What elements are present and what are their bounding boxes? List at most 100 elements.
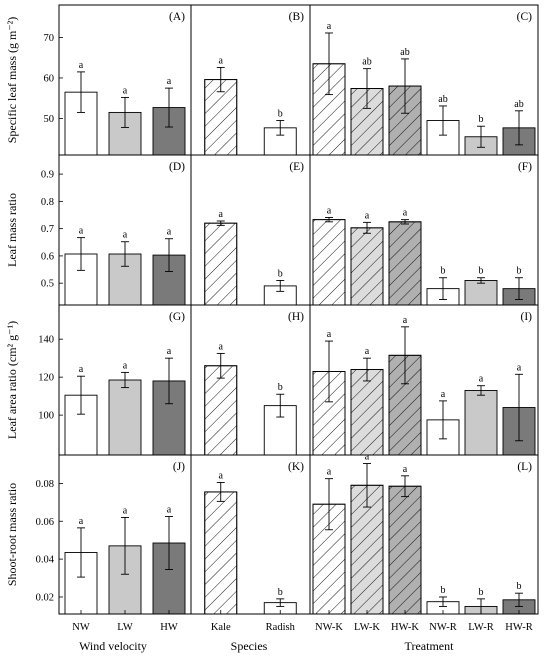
sig-letter-k-0: a xyxy=(219,470,224,481)
sig-letter-i-0: a xyxy=(327,329,332,340)
sig-letter-e-0: a xyxy=(219,209,224,220)
sig-letter-d-2: a xyxy=(167,227,172,238)
panel-label-a: (A) xyxy=(169,11,185,23)
ylabel-j: Shoot-root mass ratio xyxy=(5,483,19,586)
panel-label-d: (D) xyxy=(169,161,185,173)
sig-letter-a-0: a xyxy=(79,60,84,71)
sig-letter-j-2: a xyxy=(167,505,172,516)
sig-letter-l-3: b xyxy=(441,585,446,596)
xaxis-label-species: Species xyxy=(231,639,268,653)
ylabel-g: Leaf area ratio (cm² g⁻¹) xyxy=(5,321,19,439)
sig-letter-d-1: a xyxy=(123,230,128,241)
sig-letter-c-1: ab xyxy=(362,57,371,68)
sig-letter-e-1: b xyxy=(278,268,283,279)
ytick-label-d-0: 0.5 xyxy=(41,279,54,290)
sig-letter-i-2: a xyxy=(403,315,408,326)
xtick-label-l-4: LW-R xyxy=(468,622,493,633)
sig-letter-h-0: a xyxy=(219,341,224,352)
sig-letter-g-0: a xyxy=(79,364,84,375)
ytick-label-j-3: 0.08 xyxy=(36,479,54,490)
panel-label-f: (F) xyxy=(518,161,532,173)
xtick-label-k-1: Radish xyxy=(266,622,296,633)
ytick-label-g-2: 140 xyxy=(38,335,54,346)
panel-frame-l xyxy=(309,454,539,615)
panel-label-e: (E) xyxy=(289,161,304,173)
panel-label-h: (H) xyxy=(288,311,304,323)
sig-letter-f-0: a xyxy=(327,205,332,216)
sig-letter-l-4: b xyxy=(479,587,484,598)
sig-letter-a-2: a xyxy=(167,76,172,87)
bar-hatch-k-0 xyxy=(204,491,238,615)
sig-letter-b-0: a xyxy=(219,55,224,66)
sig-letter-h-1: b xyxy=(278,382,283,393)
bar-hatch-l-2 xyxy=(388,485,422,615)
panel-label-c: (C) xyxy=(517,11,533,23)
ylabel-d: Leaf mass ratio xyxy=(5,193,19,267)
ytick-label-d-1: 0.6 xyxy=(41,251,54,262)
xtick-label-l-0: NW-K xyxy=(315,622,343,633)
sig-letter-i-5: a xyxy=(517,362,522,373)
bar-hatch-f-0 xyxy=(312,219,346,306)
sig-letter-g-2: a xyxy=(167,346,172,357)
ytick-label-j-0: 0.02 xyxy=(36,592,54,603)
sig-letter-f-1: a xyxy=(365,210,370,221)
ytick-label-d-2: 0.7 xyxy=(41,224,54,235)
sig-letter-c-4: b xyxy=(479,114,484,125)
xaxis-label-wind: Wind velocity xyxy=(79,639,147,653)
panel-label-j: (J) xyxy=(173,461,185,473)
ytick-label-j-1: 0.04 xyxy=(36,555,55,566)
xtick-label-l-3: NW-R xyxy=(429,622,456,633)
sig-letter-f-2: a xyxy=(403,208,408,219)
bar-hatch-f-1 xyxy=(350,227,384,306)
xtick-label-k-0: Kale xyxy=(211,622,231,633)
xtick-label-j-0: NW xyxy=(72,622,90,633)
xtick-label-l-1: LW-K xyxy=(354,622,380,633)
panel-label-k: (K) xyxy=(288,461,304,473)
bar-f-4 xyxy=(464,280,498,306)
sig-letter-l-5: b xyxy=(517,581,522,592)
xtick-label-l-2: HW-K xyxy=(391,622,419,633)
bars-layer xyxy=(64,32,536,615)
bar-hatch-h-0 xyxy=(204,365,238,456)
sig-letter-a-1: a xyxy=(123,85,128,96)
bar-hatch-e-0 xyxy=(204,222,238,306)
panel-label-g: (G) xyxy=(169,311,185,323)
sig-letter-l-0: a xyxy=(327,467,332,478)
sig-letter-c-2: ab xyxy=(400,47,409,58)
sig-letter-i-1: a xyxy=(365,346,370,357)
ytick-label-g-0: 100 xyxy=(38,411,54,422)
sig-letter-g-1: a xyxy=(123,360,128,371)
sig-letter-l-1: a xyxy=(365,452,370,463)
xtick-label-j-2: HW xyxy=(160,622,178,633)
sig-letter-f-4: b xyxy=(479,266,484,277)
ytick-label-a-2: 70 xyxy=(44,33,55,44)
panel-label-b: (B) xyxy=(289,11,305,23)
bar-g-1 xyxy=(108,379,142,456)
bar-hatch-i-1 xyxy=(350,369,384,456)
xtick-label-l-5: HW-R xyxy=(505,622,532,633)
ytick-label-g-1: 120 xyxy=(38,373,54,384)
sig-letter-b-1: b xyxy=(278,109,283,120)
ytick-label-j-2: 0.06 xyxy=(36,517,54,528)
bar-i-4 xyxy=(464,389,498,456)
ylabel-a: Specific leaf mass (g m⁻²) xyxy=(5,17,19,144)
ytick-label-a-0: 50 xyxy=(44,114,55,125)
xaxis-label-treatment: Treatment xyxy=(405,639,455,653)
sig-letter-c-3: ab xyxy=(438,94,447,105)
sig-letter-c-5: ab xyxy=(514,99,523,110)
sig-letter-f-5: b xyxy=(517,266,522,277)
sig-letter-c-0: a xyxy=(327,21,332,32)
sig-letter-f-3: b xyxy=(441,266,446,277)
ytick-label-d-4: 0.9 xyxy=(41,170,54,181)
xtick-label-j-1: LW xyxy=(117,622,133,633)
sig-letter-k-1: b xyxy=(278,587,283,598)
ytick-label-d-3: 0.8 xyxy=(41,197,54,208)
sig-letter-j-0: a xyxy=(79,516,84,527)
sig-letter-j-1: a xyxy=(123,505,128,516)
ytick-label-a-1: 60 xyxy=(44,73,55,84)
panel-label-l: (L) xyxy=(517,461,532,473)
sig-letter-i-3: a xyxy=(441,389,446,400)
bar-hatch-f-2 xyxy=(388,221,422,306)
sig-letter-l-2: a xyxy=(403,464,408,475)
